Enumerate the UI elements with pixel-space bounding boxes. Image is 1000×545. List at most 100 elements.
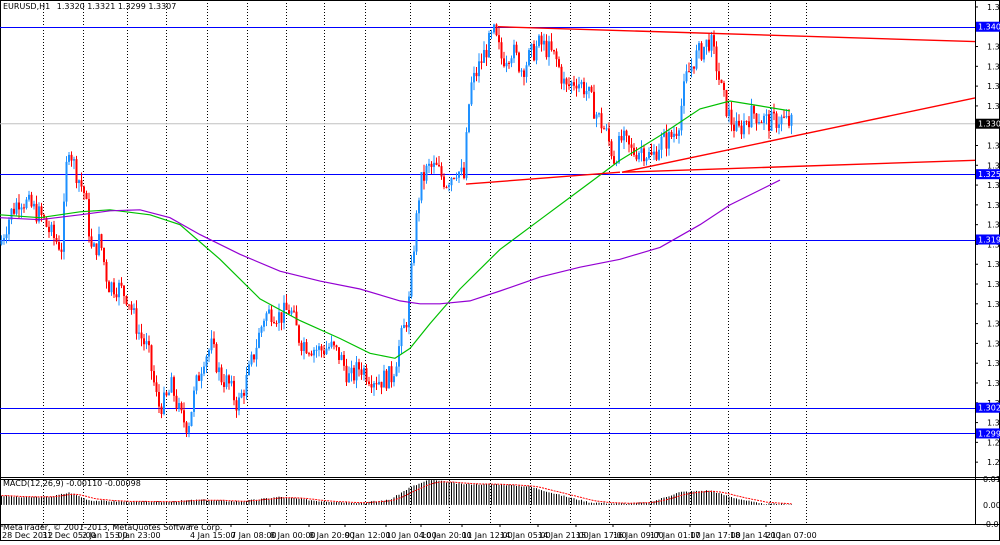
candle-body [18, 202, 20, 210]
candle-body [625, 130, 628, 136]
price-tick-label: 1.3205 [987, 221, 1000, 230]
candle-body [638, 152, 640, 160]
candle-body [338, 347, 340, 360]
trendline [497, 26, 976, 43]
candle-body [230, 380, 233, 384]
candle-body [178, 403, 180, 409]
candle-body [105, 262, 108, 282]
candle-body [703, 46, 705, 60]
candle-body [483, 49, 485, 63]
candle-body [740, 125, 743, 135]
candle-body [110, 282, 113, 293]
candle-body [275, 323, 278, 325]
candle-body [698, 43, 700, 51]
candle-body [113, 282, 115, 295]
candle-body [210, 338, 213, 351]
time-tick-label: 11 Jan 12:00 [462, 531, 513, 540]
candle-body [220, 367, 223, 383]
candle-body [705, 39, 708, 47]
candle-body [575, 85, 578, 89]
candle-body [433, 162, 435, 167]
macd-tick-label: 0.00 [983, 501, 1000, 510]
candle-body [223, 382, 225, 387]
macd-panel [1, 479, 792, 505]
candle-body [510, 58, 513, 64]
candle-body [145, 341, 148, 345]
moving-averages [0, 100, 791, 359]
candle-body [643, 148, 645, 162]
candle-body [198, 375, 200, 381]
time-tick-label: 9 Jan 12:00 [345, 531, 391, 540]
candle-body [470, 82, 473, 105]
candle-body [153, 371, 155, 383]
candle-body [660, 136, 663, 150]
candle-body [158, 391, 160, 407]
candle-body [308, 353, 310, 355]
candle-body [310, 353, 313, 356]
candle-body [313, 349, 315, 356]
candle-body [573, 82, 575, 86]
candle-body [648, 151, 650, 159]
candle-body [103, 247, 105, 263]
candle-body [0, 240, 3, 245]
time-tick-label: 31 Dec 05:00 [42, 531, 96, 540]
candle-body [293, 310, 295, 312]
candle-body [490, 32, 493, 34]
candle-body [340, 354, 343, 360]
candle-body [343, 354, 345, 366]
candle-body [185, 422, 188, 433]
candle-body [723, 82, 725, 90]
candle-body [280, 312, 283, 323]
candle-body [440, 166, 443, 177]
price-tick-label: 1.3245 [987, 181, 1000, 190]
candle-body [425, 165, 428, 181]
candle-body [320, 346, 323, 351]
candle-body [728, 109, 730, 117]
candle-body [200, 373, 203, 381]
candle-body [55, 238, 58, 242]
candle-body [83, 186, 85, 193]
candle-body [40, 206, 43, 215]
candle-body [500, 42, 503, 59]
candle-body [735, 120, 738, 131]
price-tick-label: 1.3005 [987, 419, 1000, 428]
candle-body [248, 364, 250, 375]
candle-body [93, 243, 95, 247]
candle-body [670, 131, 673, 138]
candle-body [165, 392, 168, 396]
candle-body [318, 346, 320, 350]
candle-body [148, 341, 150, 346]
candle-body [355, 362, 358, 381]
candle-body [773, 111, 775, 114]
candle-body [765, 114, 768, 116]
candle-body [548, 41, 550, 58]
candle-body [720, 79, 723, 83]
candle-body [725, 89, 728, 117]
candle-body [485, 49, 488, 58]
candle-body [238, 397, 240, 411]
candle-body [235, 400, 238, 411]
time-tick-label: 7 Jan 08:00 [231, 531, 277, 540]
candle-body [608, 128, 610, 142]
candle-body [650, 151, 653, 155]
candle-body [518, 52, 520, 72]
candle-body [668, 131, 670, 149]
time-tick-label: 17 Jan 01:00 [650, 531, 701, 540]
time-tick-label: 3 Jan 23:00 [115, 531, 161, 540]
candle-body [305, 342, 308, 354]
candle-body [593, 91, 595, 119]
candle-body [768, 114, 770, 131]
candle-body [118, 282, 120, 298]
candle-body [108, 281, 110, 293]
candle-body [685, 71, 688, 82]
candle-body [68, 154, 70, 162]
candle-body [208, 350, 210, 357]
candle-body [240, 392, 243, 398]
candle-body [250, 354, 253, 365]
candle-body [718, 71, 720, 80]
price-tick-label: 1.3185 [987, 240, 1000, 249]
candle-body [10, 208, 13, 220]
candle-body [788, 116, 790, 126]
